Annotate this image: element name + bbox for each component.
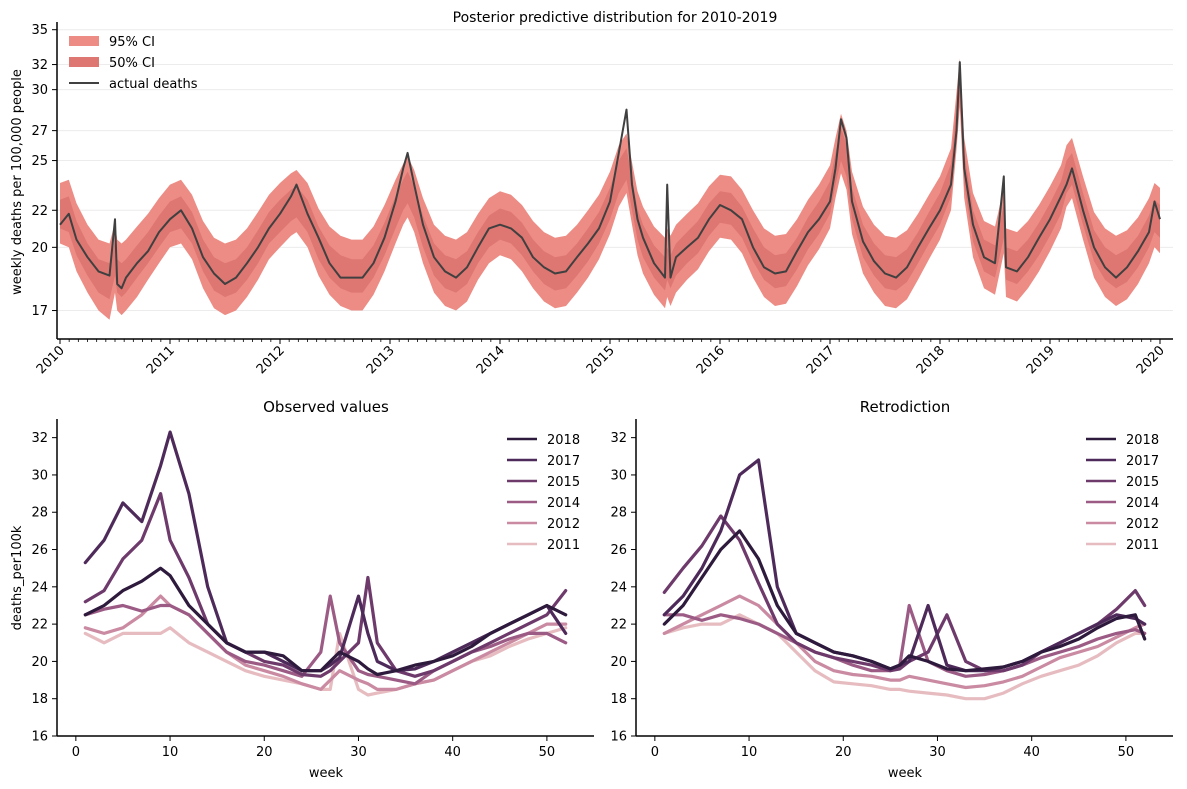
- legend-label-2014: 2014: [1126, 496, 1159, 511]
- y-tick-label: 24: [610, 580, 627, 595]
- y-tick-label: 28: [31, 506, 48, 521]
- top-y-tick-label: 22: [31, 204, 48, 219]
- top-y-axis-label: weekly deaths per 100,000 people: [10, 69, 25, 295]
- top-actual-line: [59, 61, 1161, 290]
- legend-label-2015: 2015: [547, 475, 580, 490]
- posterior-predictive-chart: 17 20 22 25 27 30 32 35 2010 2011 2012 2013 2014 2015…: [10, 10, 1173, 377]
- series-line-2017: [83, 430, 568, 673]
- top-y-tick-label: 20: [31, 241, 48, 256]
- top-x-tick-label: 2010: [34, 343, 68, 377]
- y-tick-label: 32: [610, 431, 627, 446]
- y-tick-label: 18: [610, 692, 627, 707]
- x-tick-label: 40: [444, 745, 461, 760]
- legend-label-2017: 2017: [547, 454, 580, 469]
- y-tick-label: 24: [31, 580, 48, 595]
- x-tick-label: 20: [835, 745, 852, 760]
- x-tick-label: 50: [539, 745, 556, 760]
- y-tick-label: 16: [31, 730, 48, 745]
- legend-swatch-ci95: [69, 36, 99, 46]
- top-y-tick-label: 25: [31, 154, 48, 169]
- legend-label-2012: 2012: [547, 517, 580, 532]
- legend-label-2018: 2018: [547, 433, 580, 448]
- observed-legend: 2018 2017 2015 2014 2012 2011: [507, 433, 580, 553]
- retrodiction-ticks: 16 18 20 22 24 26 28 30 32 0 10 20 30 40 50: [610, 431, 1134, 760]
- legend-swatch-ci50: [69, 57, 99, 67]
- x-tick-label: 40: [1023, 745, 1040, 760]
- top-x-tick-label: 2019: [1024, 343, 1058, 377]
- top-legend: 95% CI 50% CI actual deaths: [69, 35, 198, 92]
- y-tick-label: 28: [610, 506, 627, 521]
- series-line-2018: [83, 566, 568, 677]
- top-chart-title: Posterior predictive distribution for 20…: [453, 10, 778, 26]
- series-line-2012: [662, 594, 1147, 690]
- top-x-tick-label: 2017: [804, 343, 838, 377]
- retrodiction-axes: [635, 419, 1173, 737]
- top-x-tick-label: 2020: [1134, 343, 1168, 377]
- legend-label-2018: 2018: [1126, 433, 1159, 448]
- series-line-2011: [662, 613, 1147, 701]
- legend-label-ci50: 50% CI: [109, 56, 155, 71]
- x-tick-label: 0: [651, 745, 659, 760]
- series-line-2015: [83, 492, 568, 678]
- y-tick-label: 20: [31, 655, 48, 670]
- top-x-tick-label: 2016: [694, 343, 728, 377]
- top-y-tick-label: 32: [31, 58, 48, 73]
- y-tick-label: 32: [31, 431, 48, 446]
- legend-label-2011: 2011: [1126, 538, 1159, 553]
- y-tick-label: 30: [610, 468, 627, 483]
- observed-chart-title: Observed values: [263, 398, 389, 416]
- legend-label-actual: actual deaths: [109, 77, 198, 92]
- top-x-tick-label: 2014: [474, 343, 508, 377]
- x-tick-label: 10: [741, 745, 758, 760]
- top-y-tick-label: 17: [31, 304, 48, 319]
- top-ci-bands: [60, 58, 1160, 320]
- top-x-tick-label: 2011: [144, 343, 178, 377]
- observed-x-axis-label: week: [309, 766, 344, 781]
- top-x-tick-label: 2012: [254, 343, 288, 377]
- y-tick-label: 22: [610, 618, 627, 633]
- x-tick-label: 20: [256, 745, 273, 760]
- top-x-tick-label: 2015: [584, 343, 618, 377]
- observed-lines: [83, 430, 568, 697]
- observed-y-axis-label: deaths_per100k: [10, 525, 25, 630]
- retrodiction-legend: 2018 2017 2015 2014 2012 2011: [1086, 433, 1159, 553]
- x-tick-label: 10: [162, 745, 179, 760]
- observed-values-chart: 16 18 20 22 24 26 28 30 32 0 10 20 30 40 50 Observed v…: [10, 398, 594, 781]
- y-tick-label: 20: [610, 655, 627, 670]
- y-tick-label: 26: [610, 543, 627, 558]
- observed-ticks: 16 18 20 22 24 26 28 30 32 0 10 20 30 40 50: [31, 431, 555, 760]
- top-x-tick-label: 2018: [914, 343, 948, 377]
- top-y-tick-label: 35: [31, 23, 48, 38]
- legend-label-2014: 2014: [547, 496, 580, 511]
- y-tick-label: 18: [31, 692, 48, 707]
- legend-label-2017: 2017: [1126, 454, 1159, 469]
- y-tick-label: 16: [610, 730, 627, 745]
- y-tick-label: 26: [31, 543, 48, 558]
- x-tick-label: 0: [72, 745, 80, 760]
- actual-deaths-line: [59, 61, 1161, 290]
- retrodiction-lines: [662, 458, 1147, 701]
- x-tick-label: 50: [1118, 745, 1135, 760]
- series-line-2014: [662, 603, 1147, 678]
- series-line-2017: [662, 458, 1147, 673]
- x-tick-label: 30: [350, 745, 367, 760]
- retrodiction-x-axis-label: week: [888, 766, 923, 781]
- legend-label-2011: 2011: [547, 538, 580, 553]
- y-tick-label: 30: [31, 468, 48, 483]
- retrodiction-chart-title: Retrodiction: [860, 398, 951, 416]
- y-tick-label: 22: [31, 618, 48, 633]
- top-y-tick-label: 27: [31, 124, 48, 139]
- retrodiction-chart: 16 18 20 22 24 26 28 30 32 0 10 20 30 40 50 Retrodicti…: [610, 398, 1173, 781]
- legend-label-2012: 2012: [1126, 517, 1159, 532]
- top-x-tick-label: 2013: [364, 343, 398, 377]
- x-tick-label: 30: [929, 745, 946, 760]
- observed-axes: [56, 419, 594, 737]
- legend-label-ci95: 95% CI: [109, 35, 155, 50]
- top-y-tick-label: 30: [31, 83, 48, 98]
- series-line-2012: [83, 594, 568, 691]
- series-line-2018: [662, 529, 1147, 673]
- legend-label-2015: 2015: [1126, 475, 1159, 490]
